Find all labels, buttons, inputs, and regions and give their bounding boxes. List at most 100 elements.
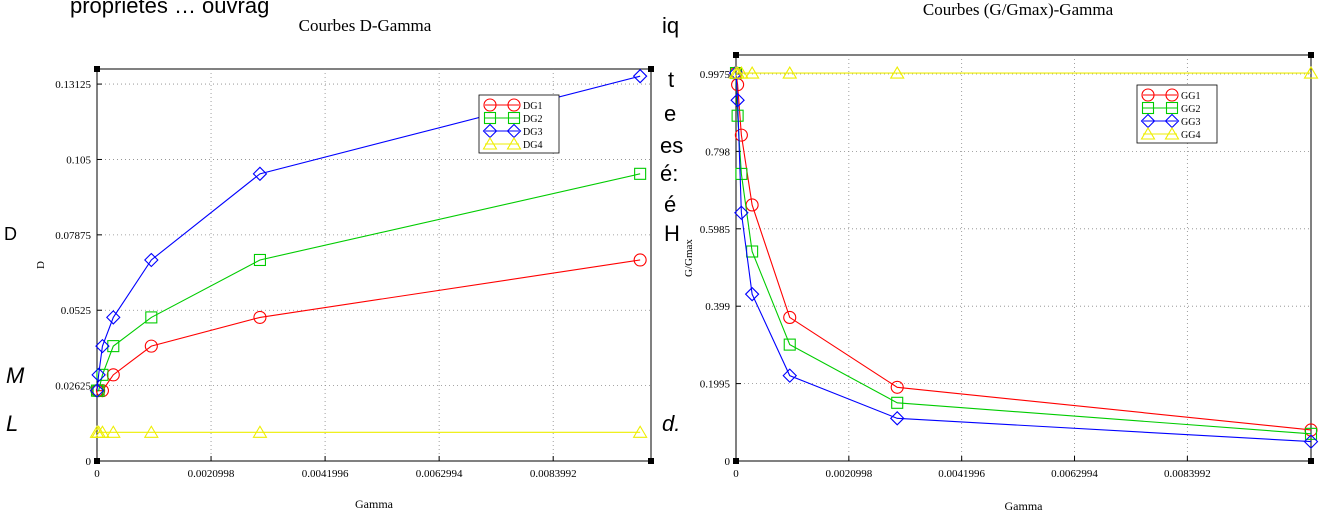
series-line-GG3 bbox=[735, 73, 1312, 443]
y-tick-label: 0 bbox=[725, 456, 731, 468]
x-tick-label: 0.0062994 bbox=[1051, 468, 1098, 480]
legend-label: GG3 bbox=[1181, 117, 1200, 128]
data-point-DG4 bbox=[252, 425, 268, 438]
chart-title: Courbes D-Gamma bbox=[299, 16, 432, 35]
bg-text-col-b1: e bbox=[664, 101, 677, 126]
corner-handle bbox=[94, 458, 100, 464]
legend-marker bbox=[507, 98, 521, 112]
legend-label: DG1 bbox=[523, 101, 542, 112]
data-point-GG2 bbox=[735, 167, 748, 180]
data-point-GG3 bbox=[734, 205, 749, 220]
data-point-GG4 bbox=[744, 65, 760, 79]
corner-handle bbox=[1308, 458, 1314, 464]
bg-text-mid-d: d. bbox=[662, 411, 681, 436]
y-axis-label: G/Gmax bbox=[683, 239, 695, 277]
chart-2: 0 0.0020998 0.0041996 0.0062994 0.0083992 0 0.… bbox=[683, 0, 1319, 513]
bg-text-left-b: M bbox=[6, 363, 25, 388]
x-tick-label: 0 bbox=[733, 468, 739, 480]
x-tick-label: 0.0020998 bbox=[188, 468, 235, 480]
data-point-DG3 bbox=[95, 338, 110, 354]
legend-label: GG1 bbox=[1181, 91, 1200, 102]
y-axis-label: D bbox=[35, 261, 47, 269]
data-point-DG1 bbox=[633, 253, 647, 267]
data-point-DG3 bbox=[106, 310, 121, 325]
legend-marker bbox=[482, 136, 498, 150]
corner-handle bbox=[1308, 52, 1314, 58]
data-point-DG2 bbox=[96, 368, 109, 381]
bg-text-col-b4: é: bbox=[660, 161, 679, 186]
data-point-DG2 bbox=[145, 311, 158, 324]
data-point-DG3 bbox=[632, 68, 648, 84]
data-point-DG3 bbox=[89, 383, 105, 398]
legend-label: DG4 bbox=[523, 140, 542, 151]
corner-handle bbox=[94, 66, 100, 72]
data-point-DG3 bbox=[144, 252, 159, 268]
bg-text-col-b0: t bbox=[668, 67, 675, 92]
y-tick-label: 0.07875 bbox=[55, 230, 91, 242]
y-tick-label: 0.1995 bbox=[700, 379, 731, 391]
series-line-GG1 bbox=[735, 72, 1312, 431]
plot-frame bbox=[96, 68, 652, 462]
legend-marker bbox=[1141, 101, 1155, 115]
x-tick-label: 0.0020998 bbox=[825, 468, 872, 480]
data-point-DG4 bbox=[632, 425, 648, 438]
x-tick-label: 0.0083992 bbox=[530, 468, 577, 480]
data-point-GG3 bbox=[730, 92, 745, 108]
series-GG4 bbox=[728, 65, 1319, 79]
legend-marker bbox=[1140, 126, 1156, 140]
data-point-DG4 bbox=[94, 425, 110, 438]
y-tick-label: 0.798 bbox=[705, 146, 730, 158]
data-point-DG1 bbox=[144, 339, 158, 353]
y-tick-label: 0.9975 bbox=[700, 69, 731, 81]
legend-marker bbox=[507, 111, 521, 125]
data-point-DG4 bbox=[143, 425, 159, 438]
data-point-GG3 bbox=[744, 286, 760, 302]
data-point-GG3 bbox=[1303, 434, 1319, 449]
y-tick-label: 0.0525 bbox=[61, 305, 92, 317]
data-point-GG1 bbox=[734, 128, 748, 142]
data-point-GG4 bbox=[782, 65, 798, 79]
legend-marker bbox=[1165, 88, 1179, 102]
x-axis-label: Gamma bbox=[355, 497, 394, 511]
data-point-DG2 bbox=[253, 253, 266, 267]
data-point-GG4 bbox=[1303, 65, 1319, 79]
legend: DG1 DG2 DG3 DG4 bbox=[478, 94, 560, 154]
y-tick-label: 0.399 bbox=[705, 301, 730, 313]
x-tick-label: 0.0083992 bbox=[1164, 468, 1211, 480]
corner-handle bbox=[733, 52, 739, 58]
series-line-DG2 bbox=[97, 173, 641, 392]
data-point-DG2 bbox=[634, 167, 647, 180]
legend: GG1 GG2 GG3 GG4 bbox=[1136, 84, 1218, 144]
x-tick-label: 0.0062994 bbox=[416, 468, 463, 480]
data-point-GG2 bbox=[783, 338, 796, 351]
data-point-GG1 bbox=[783, 310, 797, 325]
bg-text-top-left: propriétés … ouvrag bbox=[70, 0, 270, 18]
corner-handle bbox=[648, 458, 654, 464]
data-point-GG2 bbox=[1304, 427, 1318, 440]
data-point-DG3 bbox=[91, 367, 106, 383]
corner-handle bbox=[648, 66, 654, 72]
corner-handle bbox=[733, 458, 739, 464]
bg-text-left-a: D bbox=[4, 224, 17, 244]
y-tick-label: 0.105 bbox=[66, 154, 91, 166]
chart-1: 0 0.0020998 0.0041996 0.0062994 0.0083992 0 0.… bbox=[35, 16, 654, 511]
data-point-DG1 bbox=[106, 368, 120, 382]
bg-text-col-b2: es bbox=[660, 133, 684, 158]
data-point-DG1 bbox=[253, 310, 267, 324]
data-point-GG2 bbox=[891, 396, 904, 409]
legend-label: GG4 bbox=[1181, 130, 1200, 141]
legend-marker bbox=[1141, 88, 1155, 102]
data-point-DG4 bbox=[105, 425, 121, 438]
data-point-GG3 bbox=[889, 411, 905, 426]
data-point-GG3 bbox=[782, 368, 798, 383]
legend-marker bbox=[483, 111, 497, 125]
data-point-GG4 bbox=[733, 65, 749, 79]
data-point-GG4 bbox=[889, 65, 905, 79]
legend-label: DG2 bbox=[523, 114, 542, 125]
series-DG3 bbox=[89, 68, 648, 398]
data-point-GG1 bbox=[890, 380, 904, 394]
bg-text-left-c: L bbox=[6, 411, 19, 436]
series-GG1 bbox=[729, 66, 1318, 437]
